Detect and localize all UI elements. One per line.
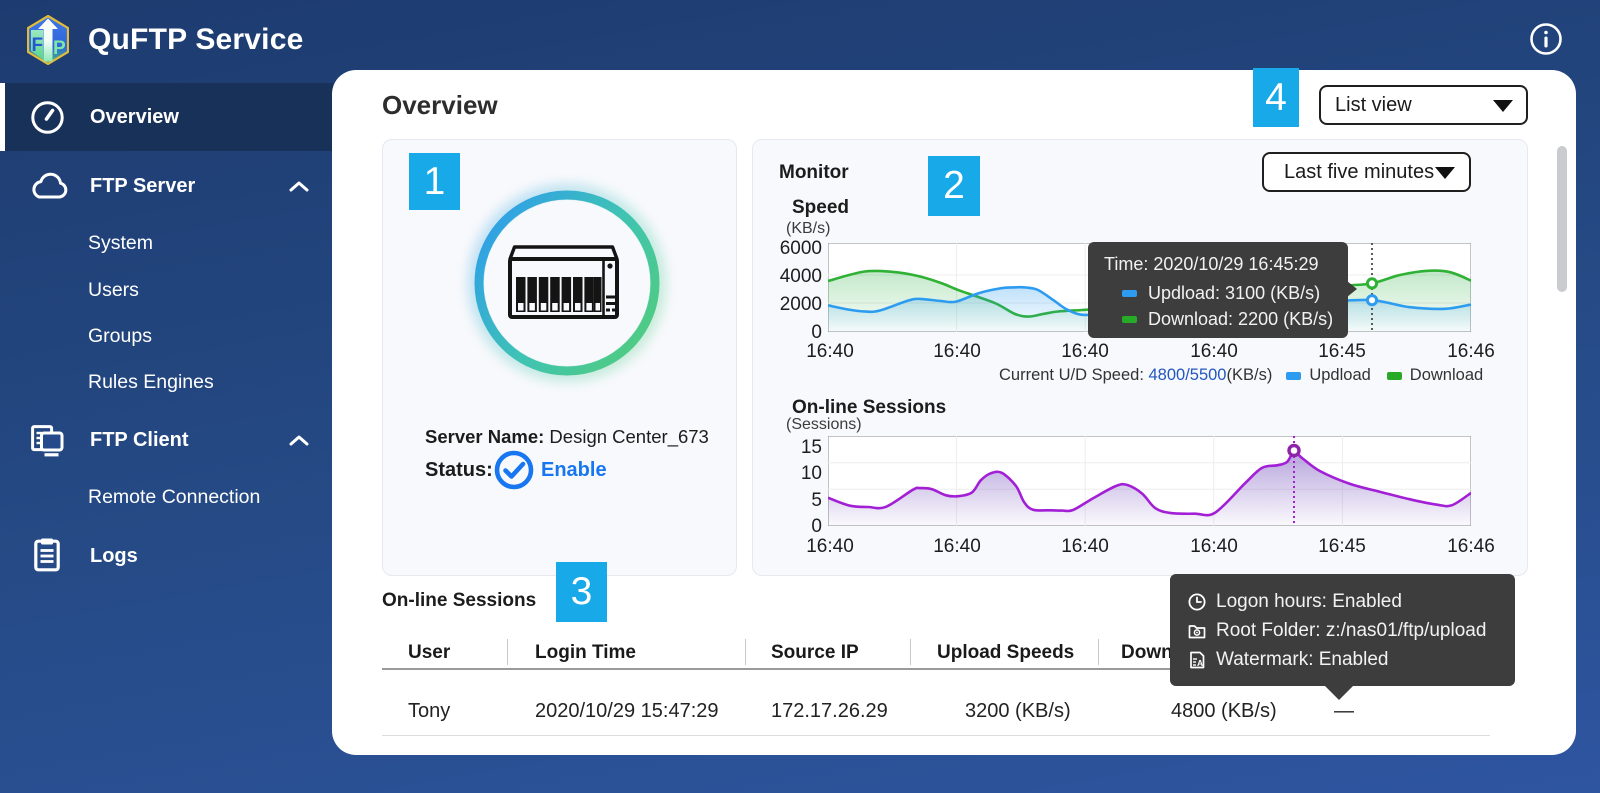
svg-text:P: P <box>53 38 66 59</box>
svg-text:F: F <box>32 35 44 56</box>
svg-text:A: A <box>1197 658 1203 668</box>
